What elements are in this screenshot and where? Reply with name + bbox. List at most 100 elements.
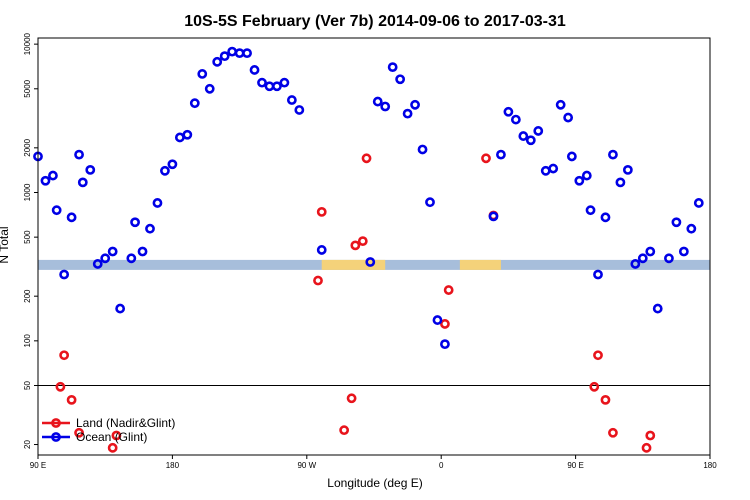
land-point [357,236,368,247]
land-point [346,393,357,404]
ocean-point [279,77,290,88]
x-axis-label: Longitude (deg E) [327,476,422,490]
ocean-point [77,177,88,188]
ocean-point [585,205,596,216]
ocean-point [410,99,420,110]
land-point [350,240,361,251]
land-point [313,275,323,286]
ocean-point [615,177,626,188]
y-tick-label: 2000 [23,138,32,156]
ocean-point [548,163,559,174]
land-point [66,394,77,405]
ocean-point [637,253,648,264]
ocean-point [294,105,305,115]
y-tick-label: 5000 [23,79,32,97]
ocean-point [316,245,327,255]
ocean-point [525,135,536,146]
legend-label: Land (Nadir&Glint) [76,416,175,430]
ocean-point [678,246,689,257]
ocean-point [107,246,118,257]
ocean-point [372,96,383,107]
y-tick-label: 20 [23,440,32,449]
ocean-point [533,126,544,136]
ocean-point [518,131,529,141]
x-tick-label: 0 [439,461,444,470]
ocean-point [432,315,443,325]
ocean-point [395,74,406,85]
land-point [645,430,656,441]
legend: Land (Nadir&Glint)Ocean (Glint) [42,416,175,444]
land-point [608,427,618,438]
x-tick-label: 180 [703,461,717,470]
ocean-point [160,165,170,176]
chart-title: 10S-5S February (Ver 7b) 2014-09-06 to 2… [184,13,566,30]
land-point [74,427,84,438]
ocean-point [387,62,398,73]
ocean-point [566,151,577,162]
land-point [600,394,611,405]
ocean-point [286,95,297,105]
land-point [107,442,118,453]
ocean-point [227,46,238,57]
ocean-point [264,81,275,92]
land-point [55,381,66,392]
y-tick-label: 1000 [23,183,32,201]
ocean-point [425,197,435,208]
ocean-point [242,48,252,59]
land-point [316,206,327,217]
ocean-point [380,101,391,112]
ocean-point [581,170,592,181]
y-axis-label: N Total [0,226,11,263]
legend-marker [51,418,61,428]
ocean-point [212,56,223,67]
ocean-point [115,303,126,314]
ocean-point [574,175,585,186]
land-point [59,350,70,361]
land-point [589,381,600,392]
ocean-point [540,165,551,176]
ocean-point [137,246,148,257]
ocean-point [652,303,663,314]
ocean-point [234,48,245,59]
y-tick-label: 50 [23,380,32,389]
ocean-point [496,149,506,160]
land-point [339,425,350,436]
ocean-point [257,77,267,88]
ocean-point [272,81,282,92]
land-point [481,153,491,164]
ocean-point [440,339,450,350]
ocean-point [74,149,84,160]
ocean-point [555,99,566,110]
y-tick-label: 200 [23,289,32,303]
y-tick-label: 10000 [23,32,32,55]
land-point [641,442,652,453]
ocean-point [126,253,137,264]
ocean-point [189,98,200,109]
ocean-point [40,175,51,186]
ocean-point [204,83,215,94]
ocean-point [48,170,58,181]
land-point [440,319,450,329]
land-point [361,153,372,164]
legend-label: Ocean (Glint) [76,430,147,444]
ocean-point [145,223,155,234]
ocean-point [174,132,185,143]
x-tick-label: 180 [166,461,180,470]
ocean-point [130,217,140,228]
ocean-point [59,269,70,280]
ocean-point [686,223,697,234]
ocean-point [197,69,208,79]
ocean-point [693,198,704,208]
ocean-point [51,205,62,216]
ocean-point [100,253,111,264]
ocean-point [488,211,499,222]
x-tick-label: 90 E [567,461,583,470]
ocean-point [167,159,178,170]
y-tick-label: 100 [23,334,32,348]
land-band-segment [459,259,501,270]
ocean-point [645,246,656,257]
land-point [111,430,122,441]
ocean-point [622,164,633,175]
land-band-segment [321,259,386,270]
ocean-point [152,198,163,208]
